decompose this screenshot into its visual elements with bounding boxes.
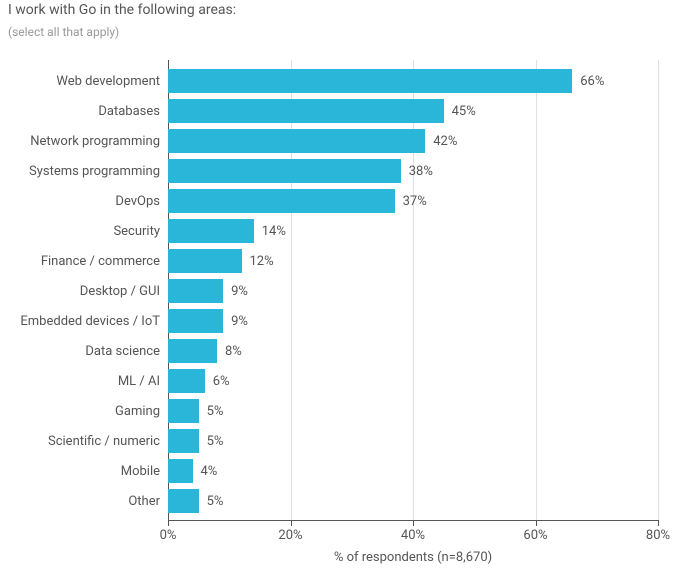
bar-row: 8% (168, 336, 658, 366)
bar-value-label: 5% (207, 489, 224, 513)
chart-subtitle: (select all that apply) (8, 25, 119, 39)
category-label: Gaming (0, 396, 160, 426)
x-axis-label: % of respondents (n=8,670) (334, 550, 492, 565)
category-label: ML / AI (0, 366, 160, 396)
bar (168, 399, 199, 423)
x-tick-label: 20% (278, 528, 302, 543)
category-label: Desktop / GUI (0, 276, 160, 306)
bar-row: 5% (168, 396, 658, 426)
bar (168, 369, 205, 393)
x-tick-label: 0% (160, 528, 177, 543)
category-label: Embedded devices / IoT (0, 306, 160, 336)
bar-row: 5% (168, 426, 658, 456)
category-label: Network programming (0, 126, 160, 156)
bar-row: 9% (168, 276, 658, 306)
x-tick (658, 520, 659, 526)
bar (168, 69, 572, 93)
bar-value-label: 38% (409, 159, 433, 183)
bar (168, 129, 425, 153)
category-label: Finance / commerce (0, 246, 160, 276)
bar-row: 9% (168, 306, 658, 336)
bar-row: 42% (168, 126, 658, 156)
bar-row: 14% (168, 216, 658, 246)
bar-row: 12% (168, 246, 658, 276)
bar (168, 429, 199, 453)
bar-value-label: 9% (231, 279, 248, 303)
bar-value-label: 42% (433, 129, 457, 153)
bar (168, 459, 193, 483)
x-tick-label: 80% (646, 528, 670, 543)
bar (168, 189, 395, 213)
bar-value-label: 14% (262, 219, 286, 243)
x-tick-label: 60% (523, 528, 547, 543)
bar-row: 6% (168, 366, 658, 396)
bar (168, 339, 217, 363)
category-label: DevOps (0, 186, 160, 216)
bar-row: 38% (168, 156, 658, 186)
bar-value-label: 5% (207, 399, 224, 423)
bar (168, 489, 199, 513)
category-label: Web development (0, 66, 160, 96)
bar-value-label: 8% (225, 339, 242, 363)
category-label: Scientific / numeric (0, 426, 160, 456)
bar (168, 249, 242, 273)
category-label: Other (0, 486, 160, 516)
bar-value-label: 6% (213, 369, 230, 393)
bar-value-label: 4% (201, 459, 218, 483)
bar-value-label: 12% (250, 249, 274, 273)
chart-container: I work with Go in the following areas: (… (0, 0, 675, 578)
bar-row: 45% (168, 96, 658, 126)
category-label: Systems programming (0, 156, 160, 186)
chart-title: I work with Go in the following areas: (8, 2, 236, 18)
category-label: Databases (0, 96, 160, 126)
bar-row: 37% (168, 186, 658, 216)
bar-value-label: 66% (580, 69, 604, 93)
gridline (658, 60, 659, 520)
bar (168, 219, 254, 243)
bar-value-label: 9% (231, 309, 248, 333)
bar-row: 4% (168, 456, 658, 486)
bar-row: 5% (168, 486, 658, 516)
category-label: Security (0, 216, 160, 246)
bar (168, 309, 223, 333)
bar-value-label: 5% (207, 429, 224, 453)
x-tick-label: 40% (401, 528, 425, 543)
bar-value-label: 37% (403, 189, 427, 213)
category-label: Data science (0, 336, 160, 366)
category-label: Mobile (0, 456, 160, 486)
plot-area: 0%20%40%60%80%66%45%42%38%37%14%12%9%9%8… (168, 60, 658, 520)
bar-row: 66% (168, 66, 658, 96)
bar (168, 99, 444, 123)
bar (168, 159, 401, 183)
x-axis-line (168, 520, 658, 521)
bar (168, 279, 223, 303)
bar-value-label: 45% (452, 99, 476, 123)
